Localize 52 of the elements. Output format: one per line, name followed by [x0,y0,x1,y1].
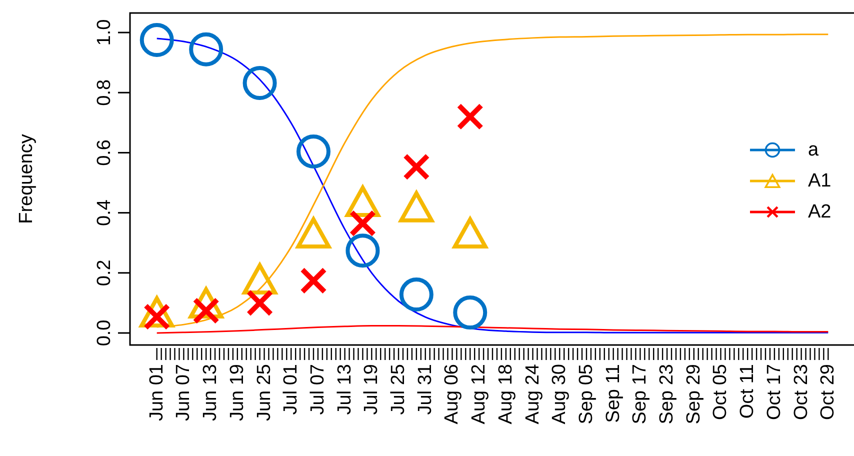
point [300,267,327,294]
x-tick-label: Oct 29 [818,364,839,420]
point [246,289,274,316]
x-tick-label: Jul 31 [414,364,436,415]
x-tick-label: Oct 23 [790,364,812,420]
x-tick-label: Sep 29 [683,364,704,424]
x-tick-label: Jul 07 [307,364,328,415]
y-tick-label: 0.8 [94,79,115,106]
x-tick-label: Jun 13 [200,364,222,422]
x-tick-label: Oct 17 [764,364,785,420]
point [296,134,330,169]
point [456,103,484,130]
point [452,217,488,249]
x-tick-label: Aug 06 [442,364,463,424]
x-tick-label: Jul 13 [334,364,356,415]
legend-label: A2 [808,202,832,222]
x-tick-label: Aug 24 [522,364,544,424]
x-tick-label: Jun 01 [146,364,168,422]
point [399,191,434,222]
x-tick-label: Aug 30 [549,364,570,424]
y-tick-label: 1.0 [94,19,115,46]
point [140,23,174,58]
x-tick-label: Oct 11 [737,364,758,419]
x-tick-label: Sep 17 [630,364,651,424]
y-tick-label: 0.2 [94,260,115,286]
point [242,66,277,100]
point [453,296,488,330]
x-tick-label: Jul 19 [361,364,382,415]
x-tick-label: Oct 05 [710,364,732,420]
point [402,153,430,180]
x-tick-label: Aug 18 [495,364,516,424]
x-tick-label: Jun 25 [254,364,275,422]
x-tick-label: Aug 12 [468,364,490,424]
point [346,234,380,268]
legend-label: a [808,140,819,160]
line-series [156,325,829,334]
x-tick-label: Sep 05 [576,364,597,424]
x-tick-label: Jul 25 [388,364,410,415]
x-tick-label: Sep 11 [602,364,624,423]
point [349,210,376,237]
y-axis-title: Frequency [16,134,37,224]
y-tick-label: 0.4 [94,199,115,226]
point [189,32,224,66]
x-tick-label: Jul 01 [280,364,302,415]
y-tick-label: 0.0 [94,320,115,346]
point [296,217,331,249]
legend-label: A1 [808,170,832,192]
x-tick-label: Sep 23 [656,364,678,424]
x-tick-label: Jun 07 [173,364,194,422]
point [399,278,434,312]
y-tick-label: 0.6 [94,140,115,166]
x-tick-label: Jun 19 [226,364,248,422]
